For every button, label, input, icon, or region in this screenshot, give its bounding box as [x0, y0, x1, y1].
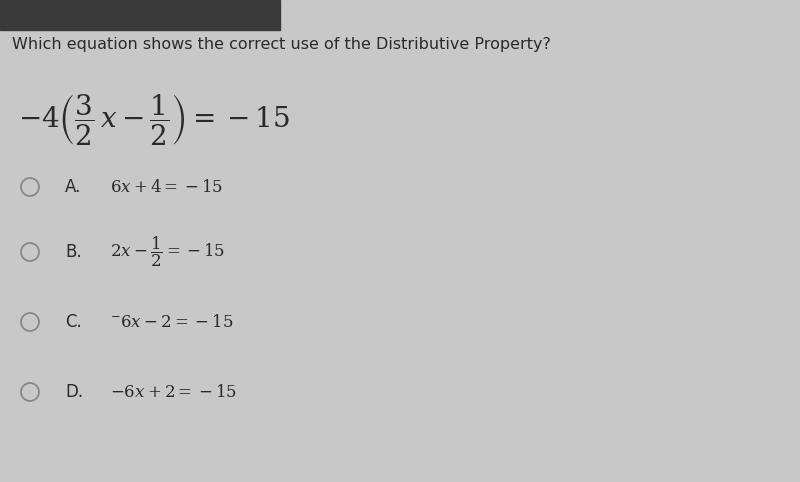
- Text: Which equation shows the correct use of the Distributive Property?: Which equation shows the correct use of …: [12, 37, 551, 52]
- Text: $2x - \dfrac{1}{2} = -15$: $2x - \dfrac{1}{2} = -15$: [110, 235, 225, 269]
- Text: C.: C.: [65, 313, 82, 331]
- Text: A.: A.: [65, 178, 82, 196]
- Text: B.: B.: [65, 243, 82, 261]
- Text: D.: D.: [65, 383, 83, 401]
- Text: $^{-}6x - 2 = -15$: $^{-}6x - 2 = -15$: [110, 313, 234, 331]
- Text: $6x + 4 = -15$: $6x + 4 = -15$: [110, 178, 223, 196]
- Bar: [0, 0, 280, 30]
- Text: $-4\left(\dfrac{3}{2}\,x - \dfrac{1}{2}\right) = -15$: $-4\left(\dfrac{3}{2}\,x - \dfrac{1}{2}\…: [18, 92, 290, 147]
- Text: $-6x + 2 = -15$: $-6x + 2 = -15$: [110, 383, 237, 401]
